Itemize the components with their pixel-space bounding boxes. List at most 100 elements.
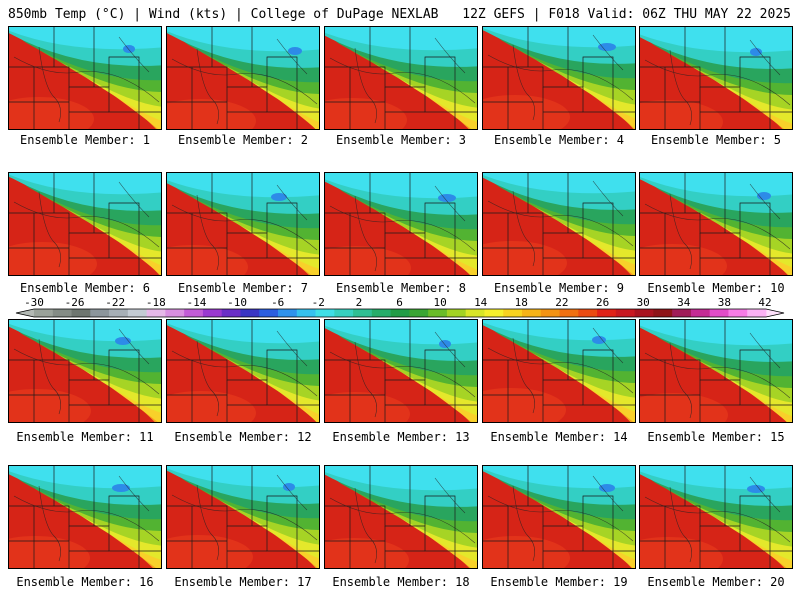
- colorbar-swatch: [728, 309, 748, 317]
- contour-lines: [13, 475, 160, 562]
- state-borders: [483, 320, 635, 422]
- contour-lines: [171, 474, 318, 561]
- contour-lines: [13, 181, 160, 268]
- temperature-field: [325, 27, 477, 129]
- colorbar-swatch: [709, 309, 729, 317]
- colorbar-swatch: [184, 309, 204, 317]
- colorbar-swatch: [559, 309, 579, 317]
- state-borders: [640, 466, 792, 568]
- temperature-field: [167, 27, 319, 129]
- contour-lines: [329, 185, 476, 272]
- ensemble-member-label-15: Ensemble Member: 15: [647, 430, 785, 444]
- ensemble-member-map-17[interactable]: [166, 465, 320, 569]
- state-borders: [640, 173, 792, 275]
- colorbar-swatch: [465, 309, 485, 317]
- state-borders: [640, 320, 792, 422]
- ensemble-member-map-8[interactable]: [324, 172, 478, 276]
- state-borders: [167, 27, 319, 129]
- colorbar-tick-label: 22: [555, 296, 569, 309]
- colorbar-swatch: [578, 309, 598, 317]
- colorbar-tick-label: 38: [717, 296, 732, 309]
- contour-lines: [329, 331, 476, 418]
- temperature-field: [325, 320, 477, 422]
- colorbar-tick-label: -30: [24, 296, 44, 309]
- colorbar-swatch: [109, 309, 129, 317]
- contour-lines: [644, 183, 791, 270]
- colorbar-swatch: [634, 309, 654, 317]
- temperature-field: [640, 320, 792, 422]
- colorbar-tick-label: -22: [105, 296, 126, 309]
- ensemble-member-map-14[interactable]: [482, 319, 636, 423]
- ensemble-member-map-1[interactable]: [8, 26, 162, 130]
- state-borders: [325, 466, 477, 568]
- colorbar-swatch: [597, 309, 617, 317]
- colorbar-tick-label: -2: [311, 296, 325, 309]
- state-borders: [325, 27, 477, 129]
- colorbar-swatch: [240, 309, 260, 317]
- ensemble-member-map-3[interactable]: [324, 26, 478, 130]
- colorbar-swatch: [503, 309, 523, 317]
- colorbar-swatch: [672, 309, 692, 317]
- colorbar-right-arrow: [766, 309, 784, 317]
- ensemble-member-label-10: Ensemble Member: 10: [647, 281, 785, 295]
- temperature-field: [167, 320, 319, 422]
- ensemble-member-map-9[interactable]: [482, 172, 636, 276]
- ensemble-member-label-18: Ensemble Member: 18: [332, 575, 470, 589]
- ensemble-member-map-2[interactable]: [166, 26, 320, 130]
- state-borders: [167, 173, 319, 275]
- colorbar-swatch: [653, 309, 673, 317]
- contour-lines: [329, 37, 476, 124]
- colorbar-swatch: [371, 309, 392, 317]
- ensemble-member-map-20[interactable]: [639, 465, 793, 569]
- contour-lines: [644, 39, 791, 126]
- ensemble-member-label-16: Ensemble Member: 16: [16, 575, 154, 589]
- ensemble-member-label-3: Ensemble Member: 3: [335, 133, 467, 147]
- ensemble-member-map-5[interactable]: [639, 26, 793, 130]
- colorbar-tick-label: -6: [271, 296, 285, 309]
- ensemble-member-map-6[interactable]: [8, 172, 162, 276]
- ensemble-member-label-2: Ensemble Member: 2: [177, 133, 309, 147]
- contour-lines: [487, 180, 634, 267]
- state-borders: [9, 466, 161, 568]
- colorbar-swatch: [690, 309, 711, 317]
- colorbar-swatch: [127, 309, 148, 317]
- contour-lines: [171, 184, 318, 271]
- ensemble-member-map-10[interactable]: [639, 172, 793, 276]
- ensemble-member-label-17: Ensemble Member: 17: [174, 575, 312, 589]
- ensemble-member-label-7: Ensemble Member: 7: [177, 281, 309, 295]
- temperature-field: [483, 320, 635, 422]
- ensemble-member-map-12[interactable]: [166, 319, 320, 423]
- ensemble-member-map-13[interactable]: [324, 319, 478, 423]
- contour-lines: [171, 38, 318, 125]
- temperature-field: [483, 27, 635, 129]
- colorbar-tick-label: 34: [677, 296, 691, 309]
- ensemble-member-map-16[interactable]: [8, 465, 162, 569]
- colorbar-swatch: [34, 309, 54, 317]
- ensemble-member-label-6: Ensemble Member: 6: [19, 281, 151, 295]
- ensemble-member-map-15[interactable]: [639, 319, 793, 423]
- colorbar-swatch: [221, 309, 241, 317]
- temperature-field: [9, 173, 161, 275]
- colorbar-swatch: [409, 309, 429, 317]
- temperature-field: [167, 466, 319, 568]
- state-borders: [167, 320, 319, 422]
- ensemble-member-label-1: Ensemble Member: 1: [19, 133, 151, 147]
- ensemble-member-label-12: Ensemble Member: 12: [174, 430, 312, 444]
- temperature-field: [325, 466, 477, 568]
- ensemble-member-map-11[interactable]: [8, 319, 162, 423]
- ensemble-member-map-18[interactable]: [324, 465, 478, 569]
- ensemble-member-map-7[interactable]: [166, 172, 320, 276]
- ensemble-member-label-9: Ensemble Member: 9: [493, 281, 625, 295]
- state-borders: [9, 320, 161, 422]
- colorbar-swatch: [90, 309, 110, 317]
- colorbar-tick-label: 2: [355, 296, 363, 309]
- ensemble-member-map-19[interactable]: [482, 465, 636, 569]
- colorbar-swatch: [747, 309, 767, 317]
- ensemble-member-map-4[interactable]: [482, 26, 636, 130]
- temperature-field: [167, 173, 319, 275]
- colorbar-swatch: [165, 309, 185, 317]
- ensemble-member-label-8: Ensemble Member: 8: [335, 281, 467, 295]
- colorbar-swatch: [202, 309, 223, 317]
- contour-lines: [13, 36, 160, 123]
- ensemble-member-label-11: Ensemble Member: 11: [16, 430, 154, 444]
